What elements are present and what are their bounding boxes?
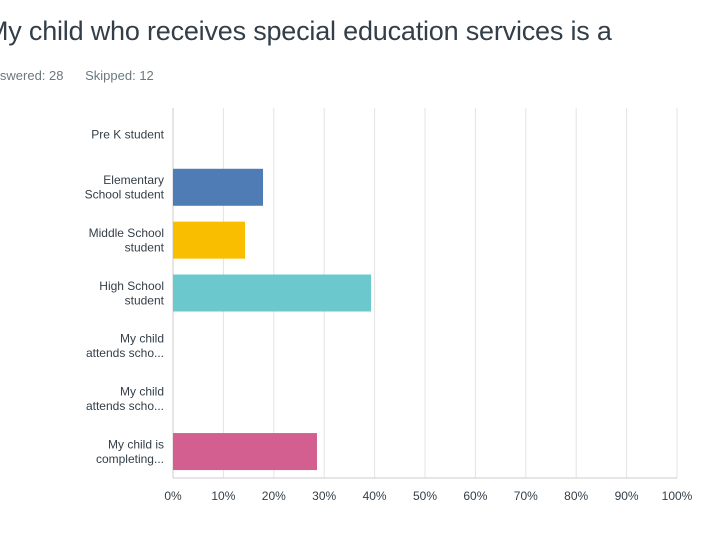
category-label: Middle School student bbox=[89, 226, 165, 255]
x-tick-label: 80% bbox=[564, 489, 588, 503]
category-label-line: My child bbox=[120, 332, 164, 346]
category-label: High School student bbox=[99, 279, 164, 308]
category-label-line: My child is bbox=[108, 437, 164, 451]
category-label-line: completing... bbox=[96, 452, 164, 466]
category-label: My child is completing... bbox=[96, 437, 164, 466]
bar[interactable] bbox=[173, 433, 317, 471]
x-axis-tick-labels: 0% 10% 20% 30% 40% 50% 60% 70% 80% 90% 100% bbox=[164, 489, 692, 503]
category-label-line: Elementary bbox=[103, 173, 164, 187]
x-tick-label: 0% bbox=[164, 489, 182, 503]
x-tick-label: 60% bbox=[463, 489, 487, 503]
category-label-line: attends scho... bbox=[86, 399, 164, 413]
x-tick-label: 90% bbox=[615, 489, 639, 503]
category-label-line: student bbox=[125, 293, 165, 307]
bars bbox=[173, 168, 372, 471]
response-stats: Answered: 28 Skipped: 12 bbox=[0, 68, 172, 83]
category-label-line: High School bbox=[99, 279, 164, 293]
skipped-count: Skipped: 12 bbox=[85, 68, 154, 83]
category-label: My child attends scho... bbox=[86, 332, 164, 361]
bar[interactable] bbox=[173, 168, 264, 206]
category-label: Pre K student bbox=[91, 127, 164, 141]
x-tick-label: 100% bbox=[662, 489, 693, 503]
x-tick-label: 50% bbox=[413, 489, 437, 503]
x-tick-label: 70% bbox=[514, 489, 538, 503]
bar[interactable] bbox=[173, 221, 246, 259]
category-label-line: Middle School bbox=[89, 226, 164, 240]
x-tick-label: 20% bbox=[262, 489, 286, 503]
x-tick-label: 30% bbox=[312, 489, 336, 503]
answered-count: Answered: 28 bbox=[0, 68, 64, 83]
x-tick-label: 10% bbox=[211, 489, 235, 503]
question-title: My child who receives special education … bbox=[0, 16, 612, 46]
category-label-line: Pre K student bbox=[91, 127, 164, 141]
category-label-line: attends scho... bbox=[86, 346, 164, 360]
category-label: My child attends scho... bbox=[86, 384, 164, 413]
category-labels: Pre K student Elementary School student Mid… bbox=[85, 127, 165, 465]
x-tick-label: 40% bbox=[363, 489, 387, 503]
category-label-line: School student bbox=[85, 188, 165, 202]
category-label-line: student bbox=[125, 240, 165, 254]
bar[interactable] bbox=[173, 274, 372, 312]
category-label: Elementary School student bbox=[85, 173, 165, 202]
category-label-line: My child bbox=[120, 384, 164, 398]
grid-lines bbox=[172, 108, 678, 479]
